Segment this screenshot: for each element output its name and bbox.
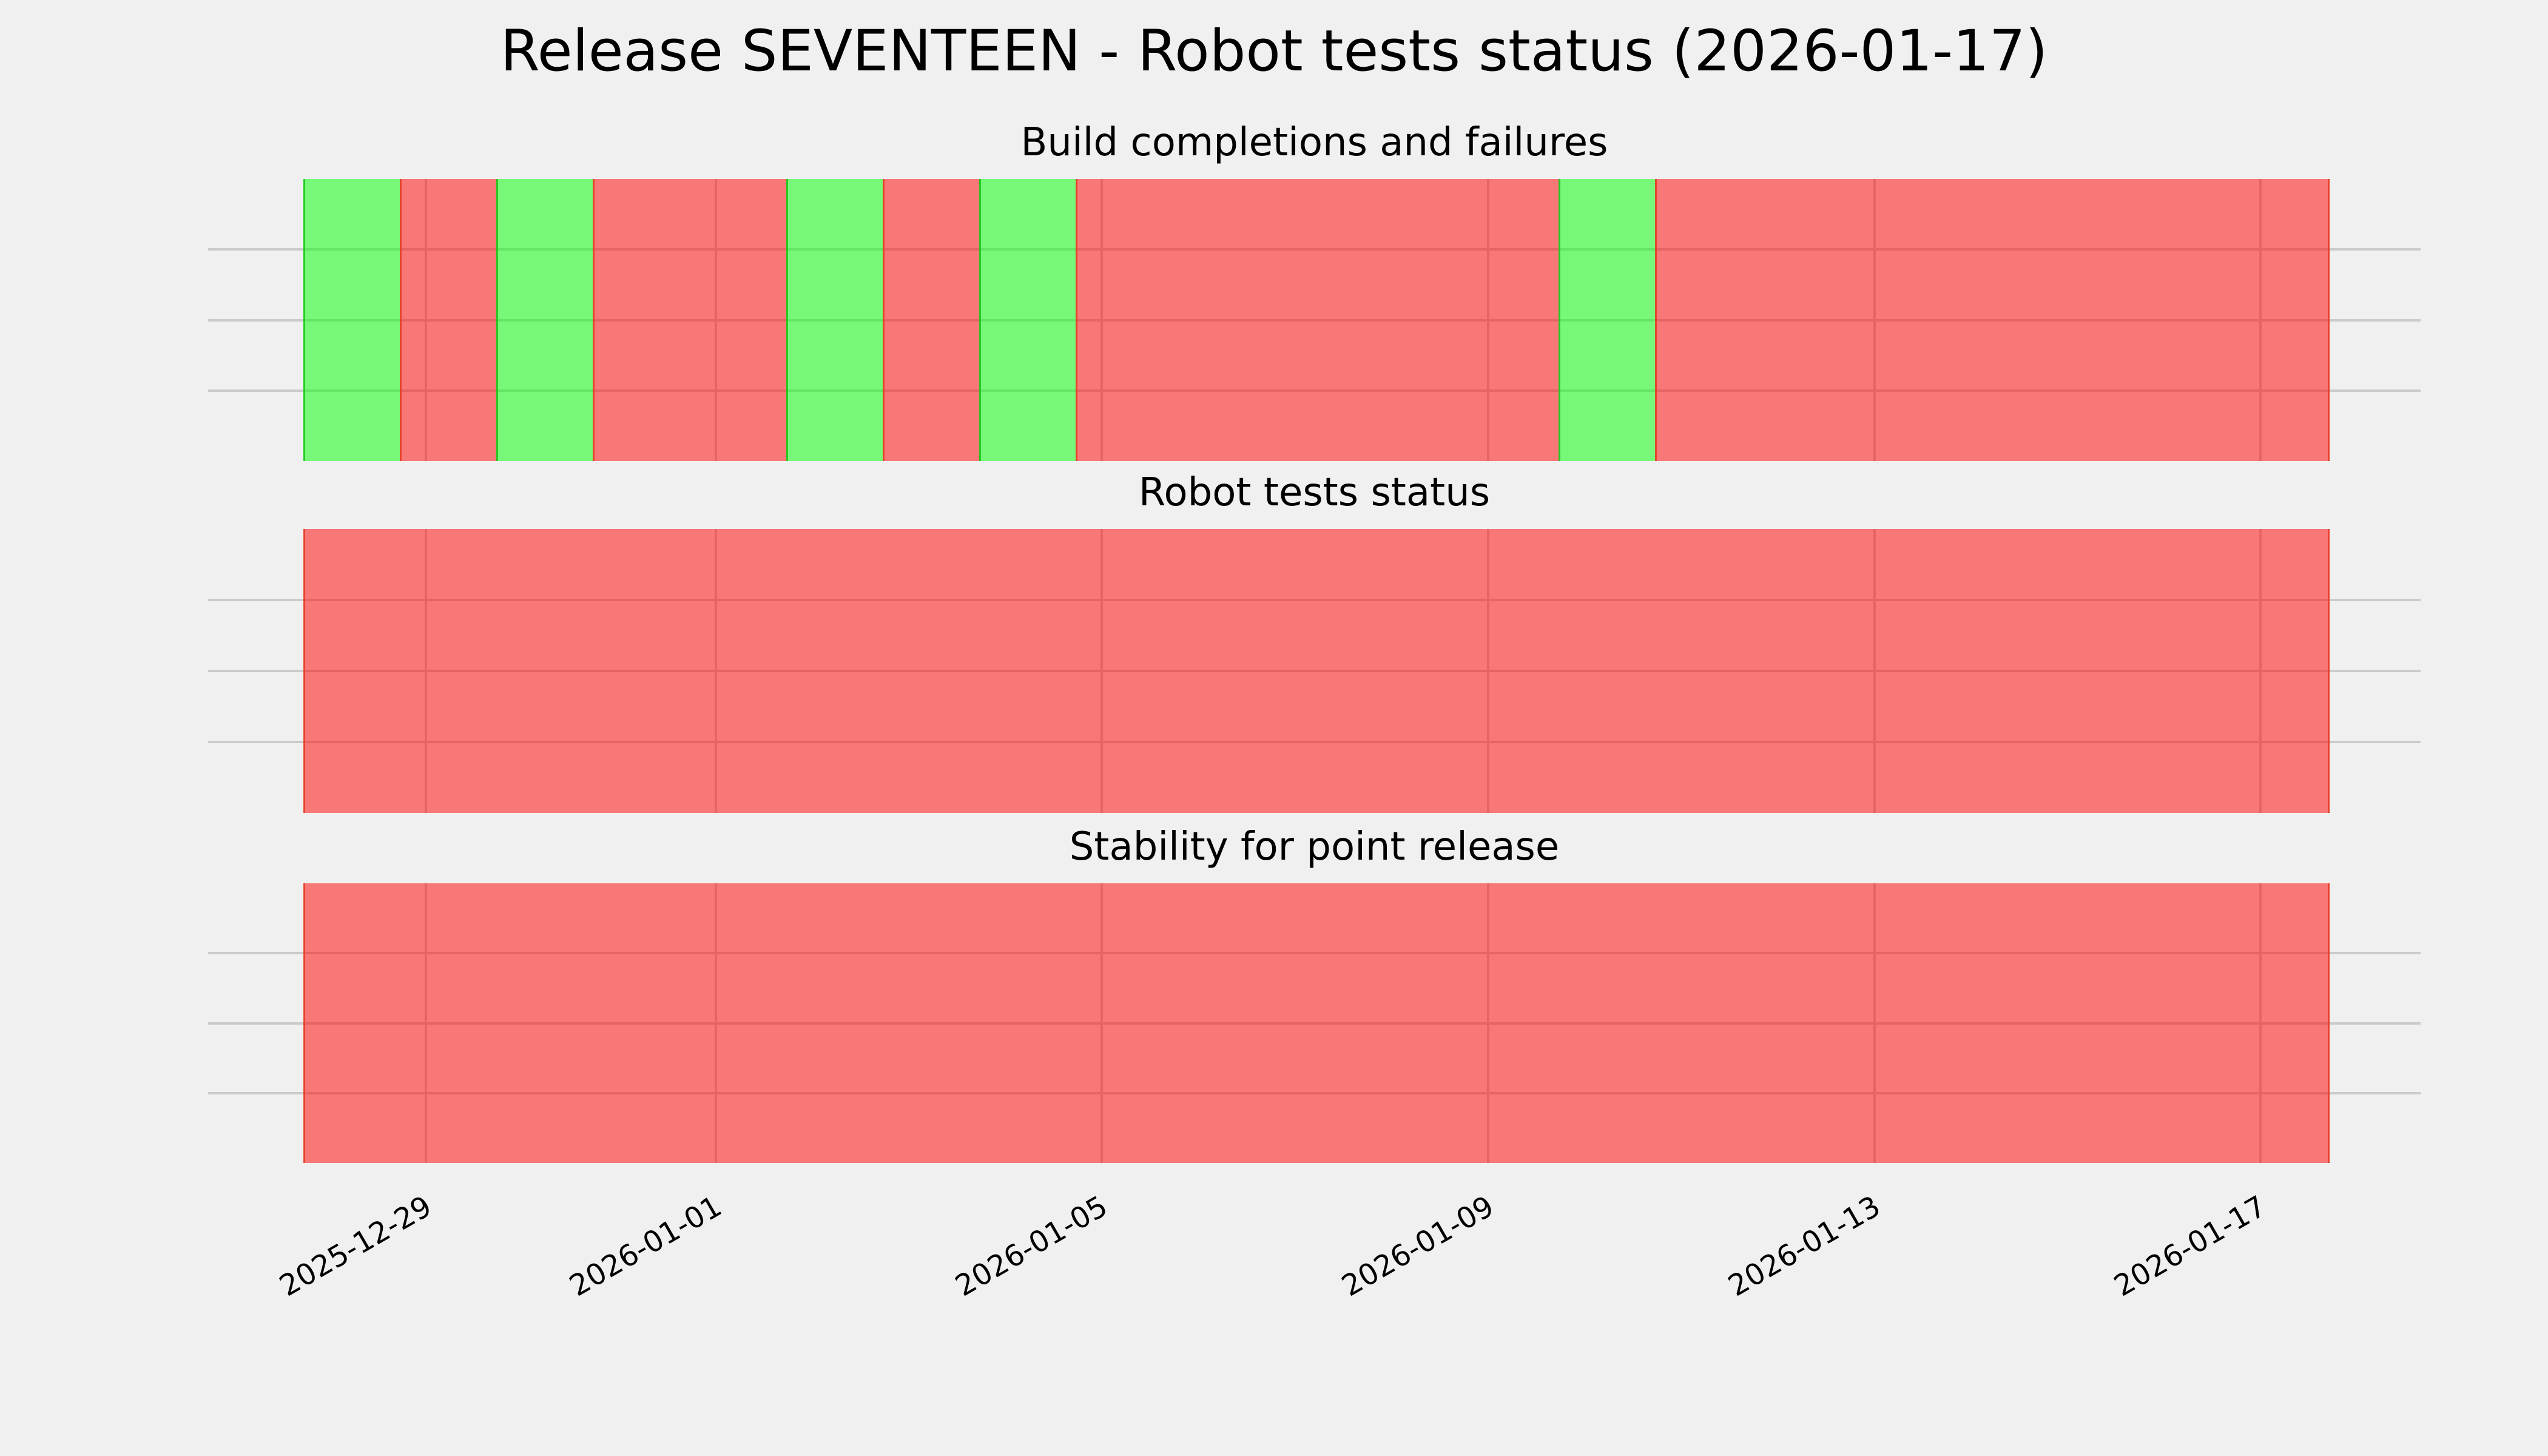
- segment-edge-pass: [786, 179, 788, 461]
- segment-edge-pass: [979, 179, 982, 461]
- segment-edge-fail: [303, 529, 305, 813]
- status-segment-pass: [304, 179, 401, 461]
- x-tick-label: 2026-01-17: [2108, 1189, 2273, 1304]
- segment-edge-fail: [1655, 179, 1657, 461]
- segment-edge-pass: [303, 179, 305, 461]
- x-tick-label: 2026-01-01: [564, 1189, 727, 1304]
- status-segment-fail: [304, 529, 2330, 813]
- segment-edge-fail: [2328, 179, 2330, 461]
- panel-title-stability: Stability for point release: [1069, 824, 1560, 869]
- subplot-robot-tests: [208, 529, 2421, 813]
- status-segment-fail: [593, 179, 787, 461]
- status-segment-fail: [1076, 179, 1560, 461]
- subplot-stability: [208, 883, 2421, 1163]
- status-segment-fail: [1656, 179, 2330, 461]
- segment-edge-pass: [1559, 179, 1561, 461]
- status-segment-fail: [304, 883, 2330, 1163]
- subplot-build-completions: [208, 179, 2421, 461]
- segment-edge-fail: [2328, 883, 2330, 1163]
- x-tick-label: 2026-01-13: [1722, 1189, 1886, 1304]
- x-tick-label: 2026-01-09: [1336, 1189, 1500, 1304]
- panel-title-build-completions: Build completions and failures: [1020, 120, 1608, 165]
- segment-edge-fail: [882, 179, 885, 461]
- status-segment-pass: [497, 179, 594, 461]
- segment-edge-fail: [400, 179, 402, 461]
- figure-title: Release SEVENTEEN - Robot tests status (…: [500, 18, 2048, 84]
- panel-title-robot-tests: Robot tests status: [1138, 470, 1491, 515]
- x-tick-label: 2026-01-05: [949, 1189, 1113, 1304]
- status-segment-pass: [980, 179, 1077, 461]
- segment-edge-fail: [303, 883, 305, 1163]
- plot-band-area: [303, 883, 2330, 1163]
- segment-edge-pass: [496, 179, 499, 461]
- status-segment-fail: [883, 179, 980, 461]
- segment-edge-fail: [593, 179, 595, 461]
- segment-edge-fail: [1076, 179, 1078, 461]
- status-segment-fail: [400, 179, 497, 461]
- x-tick-label: 2025-12-29: [274, 1189, 437, 1304]
- plot-band-area: [303, 179, 2330, 461]
- status-segment-pass: [1559, 179, 1656, 461]
- status-segment-pass: [786, 179, 883, 461]
- plot-band-area: [303, 529, 2330, 813]
- segment-edge-fail: [2328, 529, 2330, 813]
